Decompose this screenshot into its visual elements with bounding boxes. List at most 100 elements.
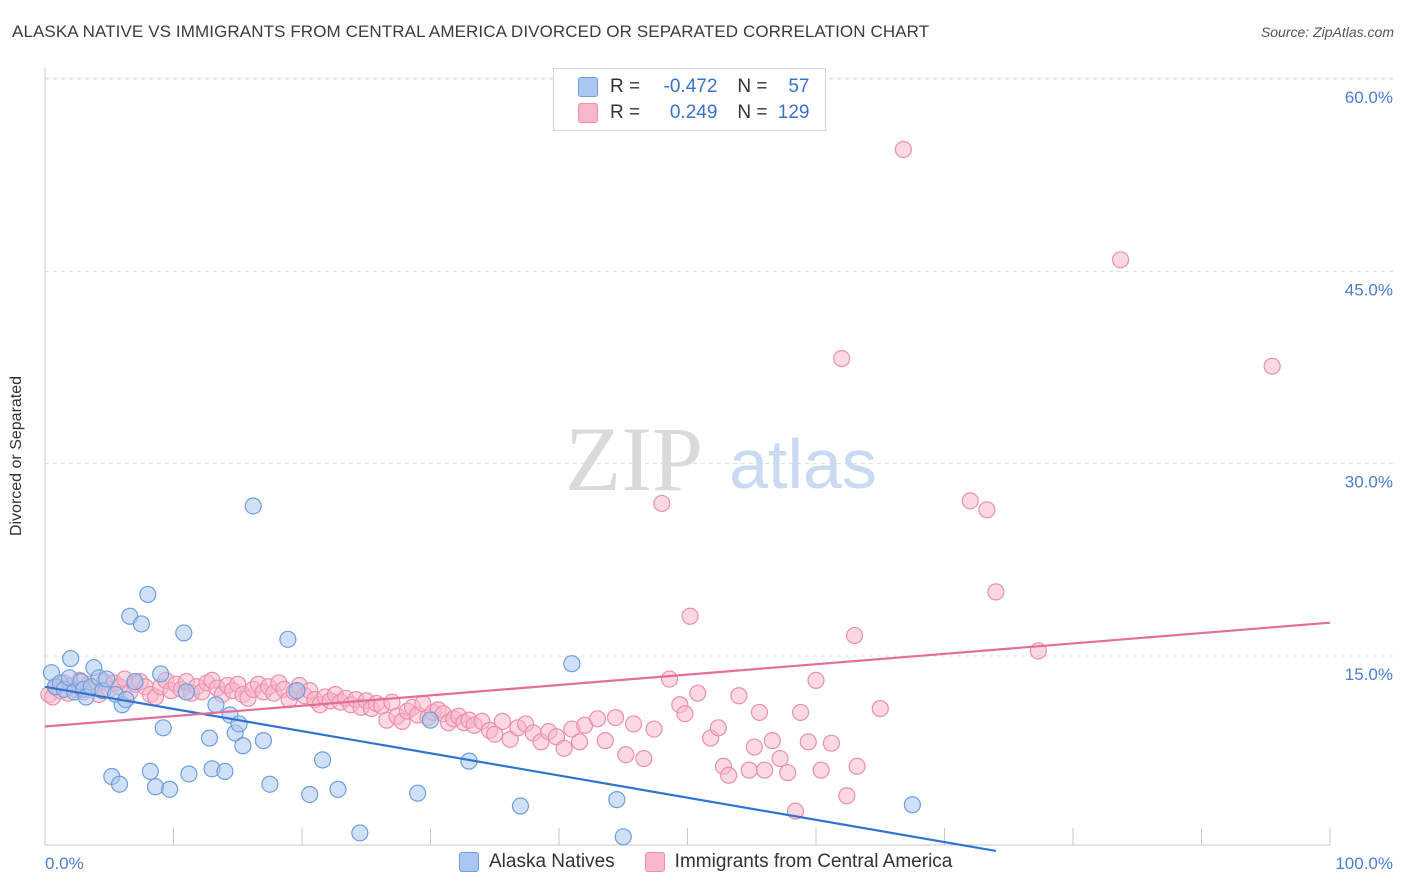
y-tick-label: 15.0%: [1345, 665, 1393, 684]
data-point: [62, 649, 80, 668]
legend-n-label: N =: [737, 76, 768, 97]
data-point: [771, 749, 789, 768]
data-point: [126, 673, 144, 691]
data-point: [161, 780, 179, 798]
data-point: [871, 699, 889, 718]
legend-r-label: R =: [610, 102, 641, 123]
data-point: [279, 630, 297, 648]
legend-n-value: 129: [777, 102, 810, 123]
series-legend: Alaska Natives Immigrants from Central A…: [459, 851, 982, 873]
data-point: [313, 751, 332, 769]
data-point: [493, 712, 512, 730]
data-point: [845, 626, 864, 645]
legend-swatch-pink: [578, 103, 598, 123]
x-tick-label: 100.0%: [1335, 854, 1393, 873]
legend-label: Alaska Natives: [489, 851, 615, 872]
legend-r-value: -0.472: [663, 76, 718, 97]
data-point: [200, 729, 219, 747]
data-point: [635, 749, 653, 768]
data-point: [409, 784, 427, 802]
data-point: [848, 757, 866, 775]
data-point: [207, 696, 225, 714]
data-point: [606, 708, 625, 727]
data-point: [755, 761, 774, 779]
legend-item-alaska-natives[interactable]: Alaska Natives: [459, 851, 615, 873]
source-label: Source: ZipAtlas.com: [1260, 24, 1394, 40]
trend-lines: [44, 621, 1331, 852]
data-point: [421, 711, 440, 729]
data-point: [139, 585, 157, 604]
data-point: [154, 719, 172, 737]
watermark-atlas: atlas: [729, 425, 877, 503]
watermark: ZIP atlas: [565, 408, 877, 510]
data-point: [730, 687, 748, 705]
data-point: [555, 739, 573, 757]
data-point: [903, 796, 921, 814]
watermark-zip: ZIP: [565, 408, 703, 510]
data-point: [750, 703, 769, 722]
data-point: [763, 732, 781, 750]
data-point: [894, 140, 912, 159]
legend-r-label: R =: [610, 76, 641, 97]
data-point: [351, 824, 369, 842]
data-point: [676, 705, 694, 723]
data-point: [645, 720, 663, 738]
data-point: [709, 719, 727, 737]
legend-label: Immigrants from Central America: [674, 851, 953, 872]
legend-n-value: 57: [788, 76, 810, 97]
data-point: [563, 655, 581, 673]
data-point: [838, 787, 856, 805]
y-tick-labels: 15.0% 30.0% 45.0% 60.0%: [1345, 88, 1393, 684]
data-point: [681, 607, 699, 625]
data-point: [812, 761, 830, 779]
data-point: [608, 791, 626, 809]
data-point: [175, 624, 193, 642]
data-point: [689, 684, 707, 702]
data-point: [132, 615, 150, 633]
data-point: [254, 732, 273, 750]
data-point: [653, 494, 671, 513]
data-point: [833, 349, 851, 368]
data-point: [216, 762, 234, 781]
stats-legend: R = -0.472 N = 57 R = 0.249 N = 129: [553, 68, 826, 131]
data-point: [822, 734, 841, 752]
x-tick-labels: 0.0% 100.0%: [45, 854, 1393, 873]
y-tick-label: 45.0%: [1345, 280, 1393, 299]
data-point: [146, 778, 165, 796]
legend-row-alaska: R = -0.472 N = 57: [578, 75, 810, 99]
legend-row-immigrants: R = 0.249 N = 129: [578, 101, 810, 125]
data-point: [288, 682, 306, 700]
legend-item-immigrants[interactable]: Immigrants from Central America: [644, 851, 953, 873]
data-point: [596, 732, 614, 750]
data-point: [180, 765, 198, 783]
data-point: [141, 762, 159, 781]
data-point: [110, 775, 129, 793]
data-point: [1111, 251, 1130, 269]
legend-swatch-pink: [644, 852, 665, 872]
data-point: [301, 785, 319, 804]
legend-swatch-blue: [459, 852, 479, 872]
data-point: [486, 725, 504, 743]
data-point: [740, 761, 758, 779]
y-tick-label: 60.0%: [1345, 88, 1393, 107]
data-point: [799, 733, 817, 751]
data-point: [570, 733, 589, 751]
grid-lines: [45, 77, 1393, 657]
data-point: [745, 738, 763, 756]
x-tick-label: 0.0%: [45, 854, 84, 873]
data-point: [261, 775, 279, 793]
data-point: [177, 683, 195, 701]
data-point: [720, 766, 738, 784]
legend-r-value: 0.249: [669, 102, 718, 123]
data-point: [987, 583, 1005, 601]
data-point: [624, 715, 643, 733]
axes: [44, 68, 1331, 846]
legend-swatch-blue: [578, 77, 598, 97]
data-point: [791, 703, 810, 722]
data-point: [614, 828, 632, 846]
data-point: [807, 671, 825, 689]
data-point: [511, 797, 530, 815]
data-point: [978, 501, 996, 519]
data-point: [779, 764, 797, 782]
